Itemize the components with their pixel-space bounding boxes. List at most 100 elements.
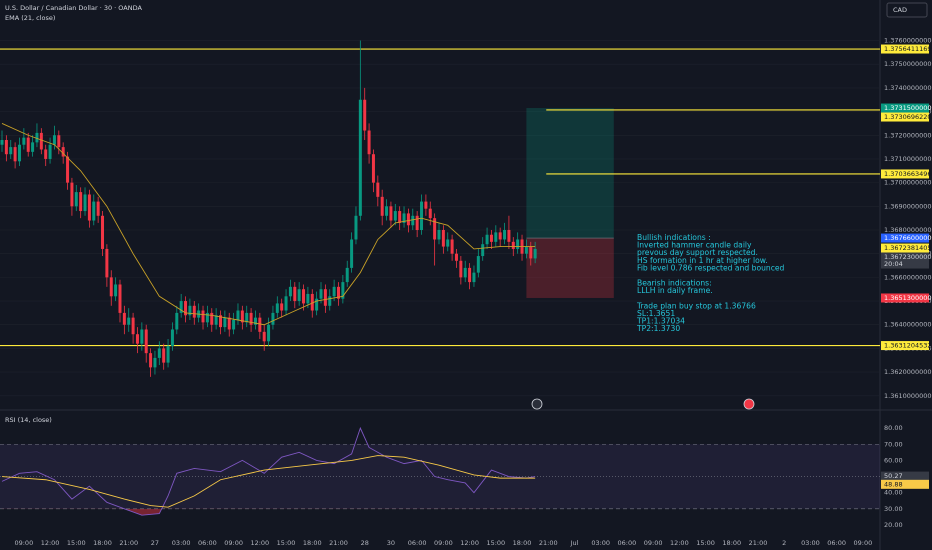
price-tag-label: 1.37315000000 (884, 104, 932, 112)
candle-body (79, 192, 83, 212)
candle-body (345, 267, 349, 283)
candle-body (96, 201, 100, 216)
candle-body (489, 234, 493, 242)
annotation-line: SL:1.3651 (637, 309, 675, 318)
candle-body (319, 289, 323, 299)
candle-body (210, 312, 214, 325)
y-tick-label: 1.37000000000 (884, 179, 932, 187)
x-tick-label: 12:00 (670, 539, 689, 547)
x-tick-label: 12:00 (250, 539, 269, 547)
candle-body (144, 329, 148, 354)
x-tick-label: 12:00 (460, 539, 479, 547)
candle-body (459, 260, 463, 278)
currency-box[interactable] (886, 2, 928, 18)
candle-body (232, 320, 236, 330)
candle-body (87, 194, 91, 221)
candle-body (376, 182, 380, 197)
annotation-line: prevous day support respected. (637, 248, 758, 257)
event-icon[interactable] (743, 398, 755, 410)
x-tick-label: 09:00 (224, 539, 243, 547)
x-tick-label: 15:00 (277, 539, 296, 547)
candle-body (236, 310, 240, 320)
candle-body (433, 218, 437, 240)
candle-body (354, 215, 358, 240)
rsi-title: RSI (14, close) (5, 416, 52, 424)
value-tag-label: 50.27 (884, 472, 903, 480)
candle-body (494, 232, 498, 242)
candle-body (35, 132, 39, 143)
x-tick-label: 2 (782, 539, 786, 547)
candle-body (245, 312, 249, 323)
candle-body (74, 192, 78, 207)
candle-body (131, 317, 135, 335)
y-tick-label: 1.36900000000 (884, 202, 932, 210)
price-tag-label: 1.36312045322 (884, 342, 932, 350)
candle-body (415, 215, 419, 230)
x-tick-label: 21:00 (749, 539, 768, 547)
currency[interactable]: CAD (893, 6, 907, 14)
candle-body (323, 289, 327, 306)
candle-body (101, 215, 105, 249)
price-tag-label: 1.36723000000 (884, 253, 932, 261)
x-tick-label: 27 (151, 539, 159, 547)
candle-body (524, 246, 528, 254)
candle-body (511, 241, 515, 249)
candle-body (411, 215, 415, 226)
candle-body (253, 317, 257, 325)
price-tag (881, 341, 929, 351)
event-icon[interactable] (531, 398, 543, 410)
y-tick-label: 1.36800000000 (884, 226, 932, 234)
candle-body (498, 232, 502, 240)
annotation-line: Trade plan buy stop at 1.36766 (636, 301, 756, 310)
y-tick-label: 20.00 (884, 521, 903, 529)
x-tick-label: 03:00 (591, 539, 610, 547)
price-tag (881, 252, 929, 269)
x-tick-label: 21:00 (119, 539, 138, 547)
y-tick-label: 1.36600000000 (884, 273, 932, 281)
price-tag-label: 1.37306962206 (884, 113, 932, 121)
candle-body (288, 286, 292, 297)
candle-body (267, 324, 271, 342)
candle-body (175, 312, 179, 330)
annotation-line: LLLH in daily frame. (637, 286, 713, 295)
candle-body (214, 315, 218, 325)
candle-body (192, 305, 196, 318)
candle-body (275, 303, 279, 313)
candle-body (31, 142, 35, 152)
candle-body (503, 230, 507, 240)
x-tick-label: 15:00 (696, 539, 715, 547)
candle-body (380, 196, 384, 216)
candle-body (428, 208, 432, 219)
ema-legend: EMA (21, close) (5, 14, 55, 22)
y-tick-label: 1.37400000000 (884, 84, 932, 92)
candle-body (402, 213, 406, 223)
x-tick-label: 18:00 (722, 539, 741, 547)
x-tick-label: 03:00 (172, 539, 191, 547)
candle-body (315, 298, 319, 311)
candle-body (240, 310, 244, 323)
candle-body (83, 194, 87, 212)
candle-body (336, 286, 340, 299)
candle-body (389, 206, 393, 221)
x-tick-label: 18:00 (93, 539, 112, 547)
candle-body (258, 317, 262, 332)
x-tick-label: 06:00 (408, 539, 427, 547)
candle-body (205, 312, 209, 323)
candle-body (114, 284, 118, 297)
candle-body (184, 301, 188, 316)
candle-body (450, 239, 454, 254)
candle-body (149, 353, 153, 368)
candle-body (446, 239, 450, 247)
x-tick-label: 06:00 (618, 539, 637, 547)
candle-body (350, 239, 354, 268)
price-tag (881, 44, 929, 54)
candle-body (463, 267, 467, 278)
candle-body (363, 99, 367, 131)
candle-body (105, 248, 109, 278)
candle-body (424, 201, 428, 209)
annotation-line: TP1:1.37034 (636, 317, 685, 326)
candle-body (476, 256, 480, 273)
y-tick-label: 1.37500000000 (884, 60, 932, 68)
price-tag (881, 293, 929, 303)
